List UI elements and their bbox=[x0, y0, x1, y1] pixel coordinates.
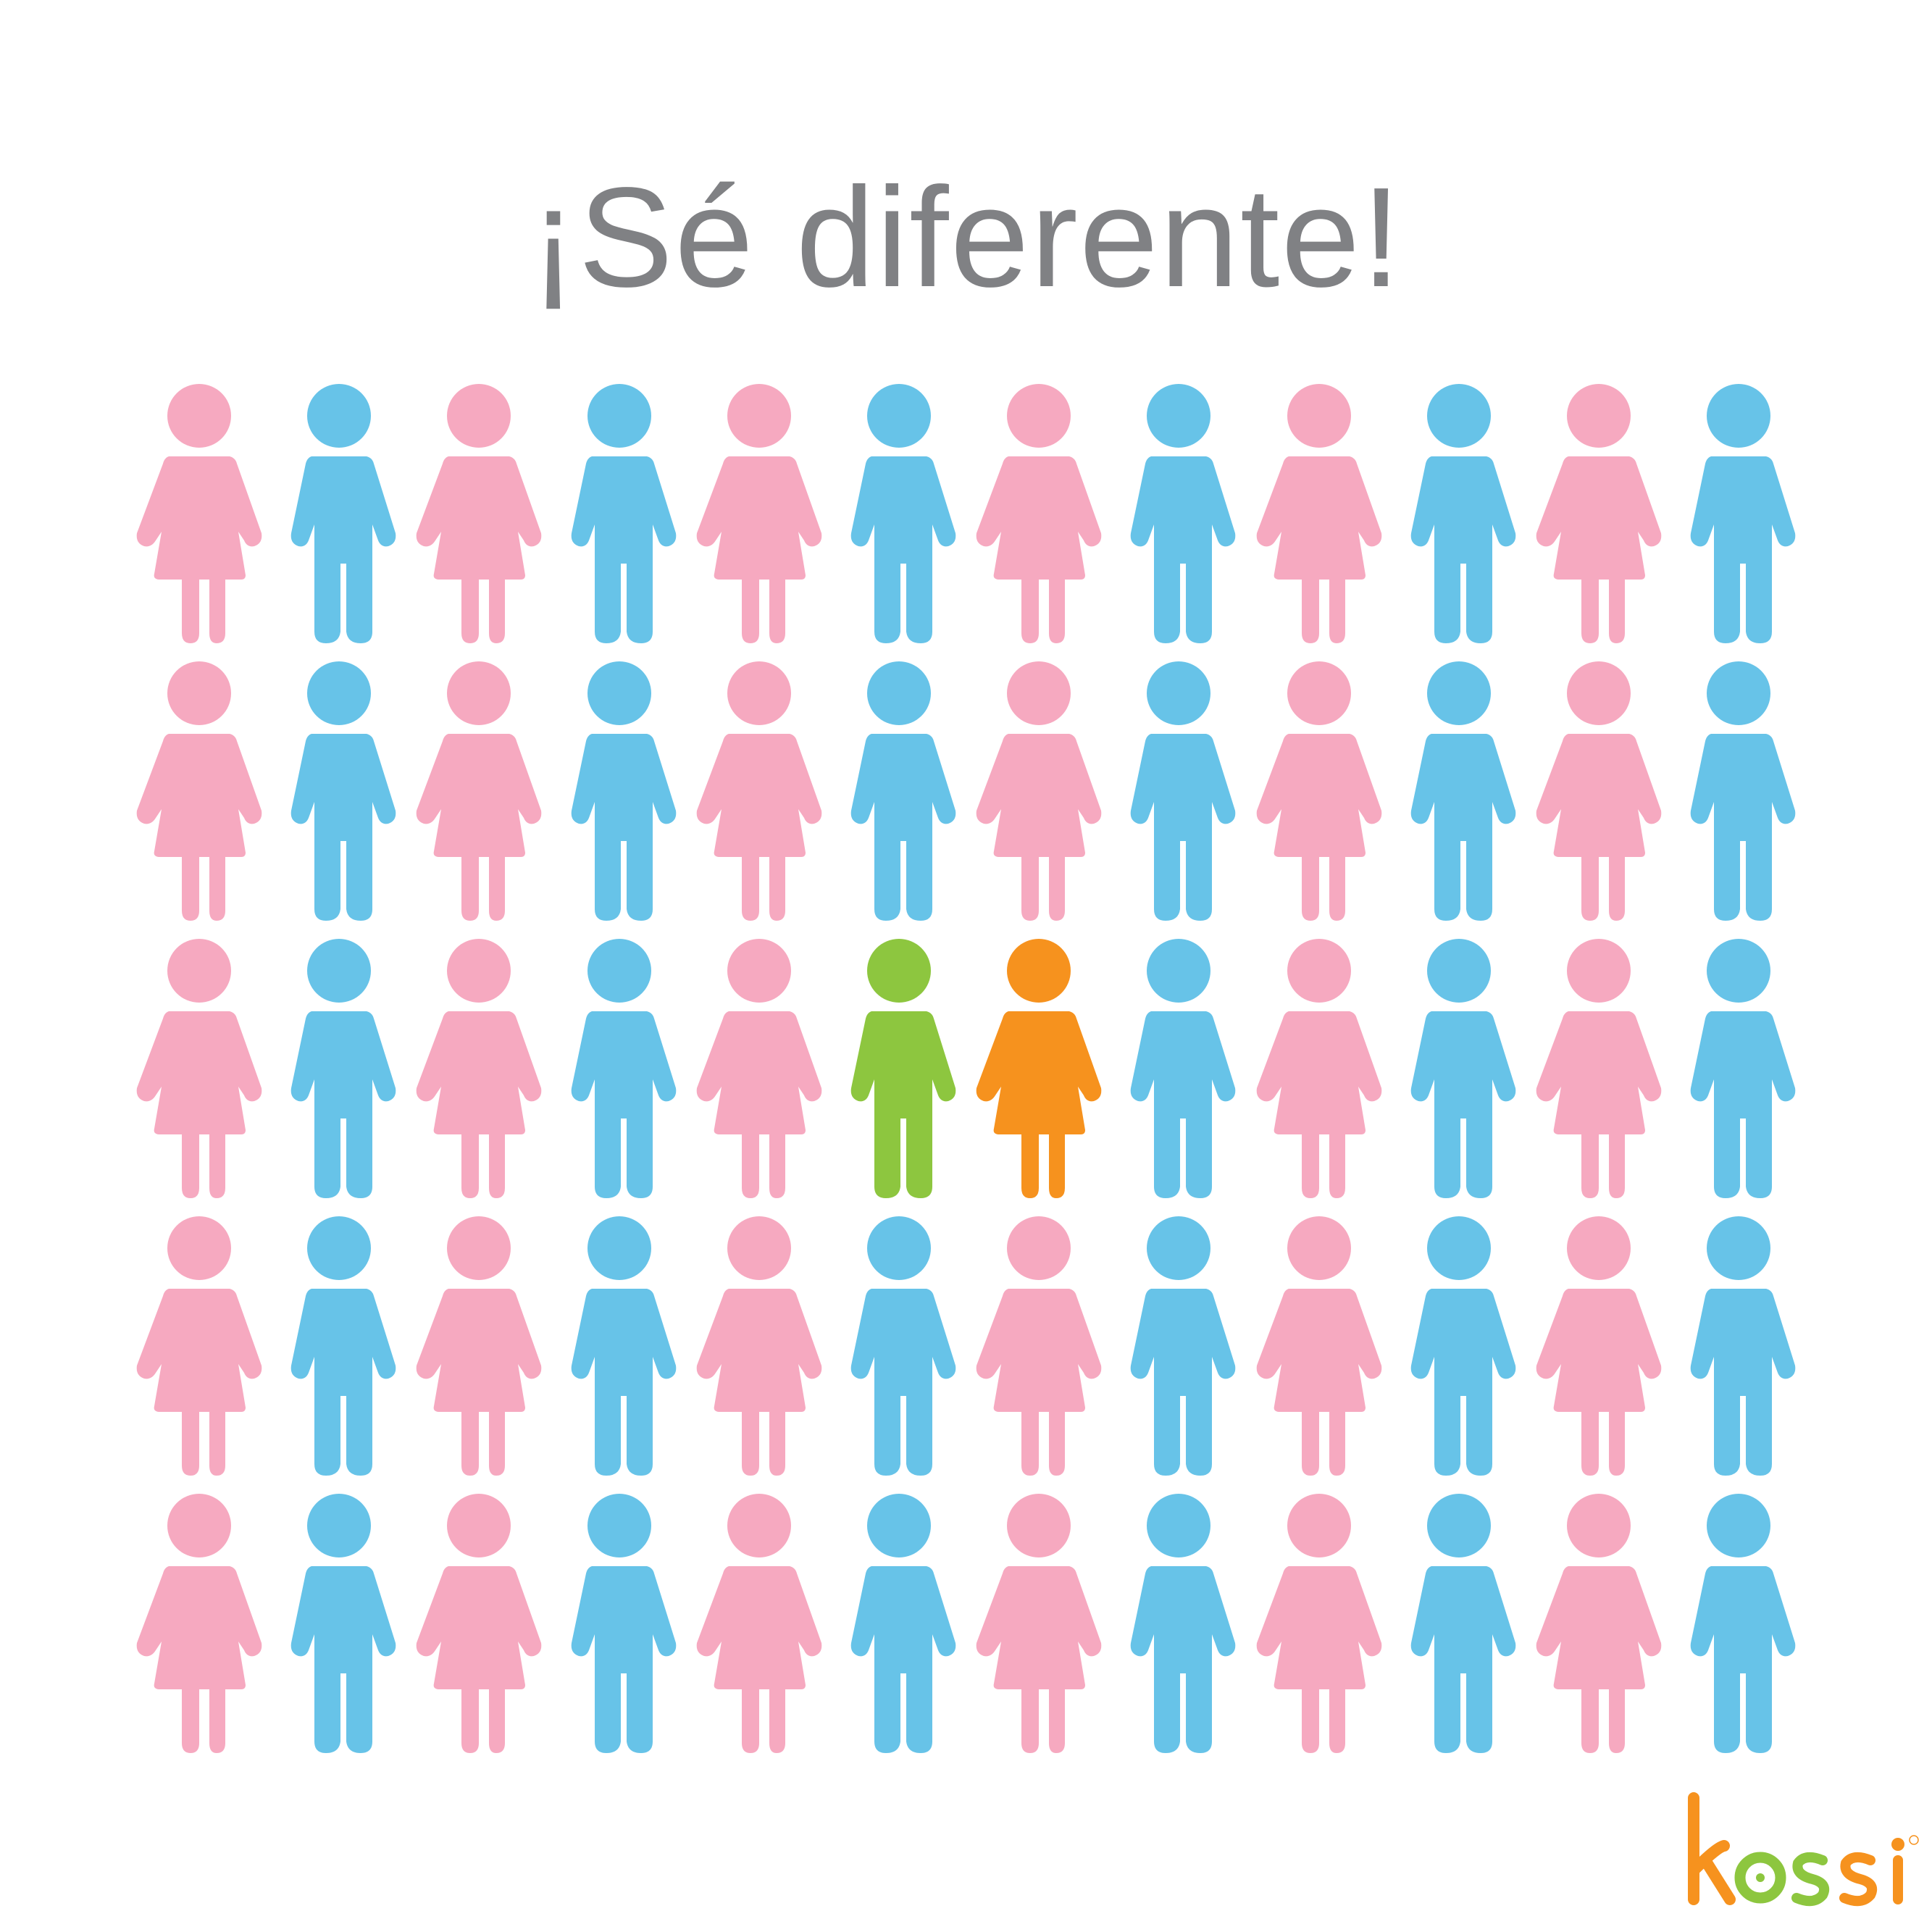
male-person-icon bbox=[274, 660, 404, 922]
female-person-icon bbox=[974, 1492, 1104, 1755]
female-person-icon bbox=[694, 382, 824, 645]
male-person-icon bbox=[554, 382, 685, 645]
female-person-icon bbox=[134, 660, 264, 922]
female-person-icon bbox=[414, 382, 544, 645]
female-person-icon bbox=[1254, 1492, 1384, 1755]
female-person-icon bbox=[1534, 937, 1664, 1200]
male-person-icon bbox=[1113, 1215, 1244, 1477]
male-person-icon bbox=[834, 1215, 964, 1477]
male-person-icon bbox=[1113, 382, 1244, 645]
male-person-icon bbox=[1394, 382, 1524, 645]
male-person-icon bbox=[274, 937, 404, 1200]
male-person-icon bbox=[1673, 660, 1804, 922]
female-person-icon bbox=[1254, 937, 1384, 1200]
female-person-icon bbox=[974, 1215, 1104, 1477]
female-person-icon bbox=[974, 382, 1104, 645]
female-person-icon bbox=[134, 1492, 264, 1755]
female-person-icon bbox=[1534, 382, 1664, 645]
male-person-icon bbox=[554, 1215, 685, 1477]
female-person-icon bbox=[694, 1492, 824, 1755]
female-person-icon bbox=[414, 1215, 544, 1477]
male-person-icon bbox=[554, 1492, 685, 1755]
female-person-icon bbox=[414, 937, 544, 1200]
male-person-icon bbox=[554, 660, 685, 922]
female-person-icon bbox=[414, 660, 544, 922]
female-person-icon bbox=[694, 937, 824, 1200]
female-person-icon bbox=[134, 1215, 264, 1477]
female-person-icon bbox=[1534, 660, 1664, 922]
male-person-icon bbox=[1394, 1492, 1524, 1755]
female-person-icon bbox=[974, 660, 1104, 922]
male-person-icon bbox=[1673, 382, 1804, 645]
female-person-icon bbox=[694, 660, 824, 922]
male-person-icon bbox=[274, 1492, 404, 1755]
male-person-icon bbox=[274, 382, 404, 645]
male-person-icon bbox=[1394, 660, 1524, 922]
female-person-icon bbox=[1534, 1492, 1664, 1755]
male-person-icon bbox=[1113, 937, 1244, 1200]
male-person-icon bbox=[1673, 937, 1804, 1200]
female-person-icon bbox=[1254, 660, 1384, 922]
female-person-icon bbox=[134, 382, 264, 645]
male-person-icon bbox=[554, 937, 685, 1200]
brand-logo bbox=[1681, 1789, 1920, 1912]
male-person-icon bbox=[1113, 1492, 1244, 1755]
male-person-icon bbox=[1673, 1492, 1804, 1755]
male-person-icon bbox=[834, 382, 964, 645]
male-person-icon bbox=[274, 1215, 404, 1477]
male-person-icon bbox=[1394, 937, 1524, 1200]
female-person-icon bbox=[1534, 1215, 1664, 1477]
male-person-icon bbox=[1394, 1215, 1524, 1477]
female-person-icon bbox=[414, 1492, 544, 1755]
male-person-icon bbox=[1113, 660, 1244, 922]
female-person-icon bbox=[1254, 1215, 1384, 1477]
female-person-icon bbox=[974, 937, 1104, 1200]
male-person-icon bbox=[834, 660, 964, 922]
male-person-icon bbox=[1673, 1215, 1804, 1477]
headline: ¡Sé diferente! bbox=[530, 158, 1402, 317]
male-person-icon bbox=[834, 937, 964, 1200]
female-person-icon bbox=[1254, 382, 1384, 645]
male-person-icon bbox=[834, 1492, 964, 1755]
female-person-icon bbox=[134, 937, 264, 1200]
female-person-icon bbox=[694, 1215, 824, 1477]
